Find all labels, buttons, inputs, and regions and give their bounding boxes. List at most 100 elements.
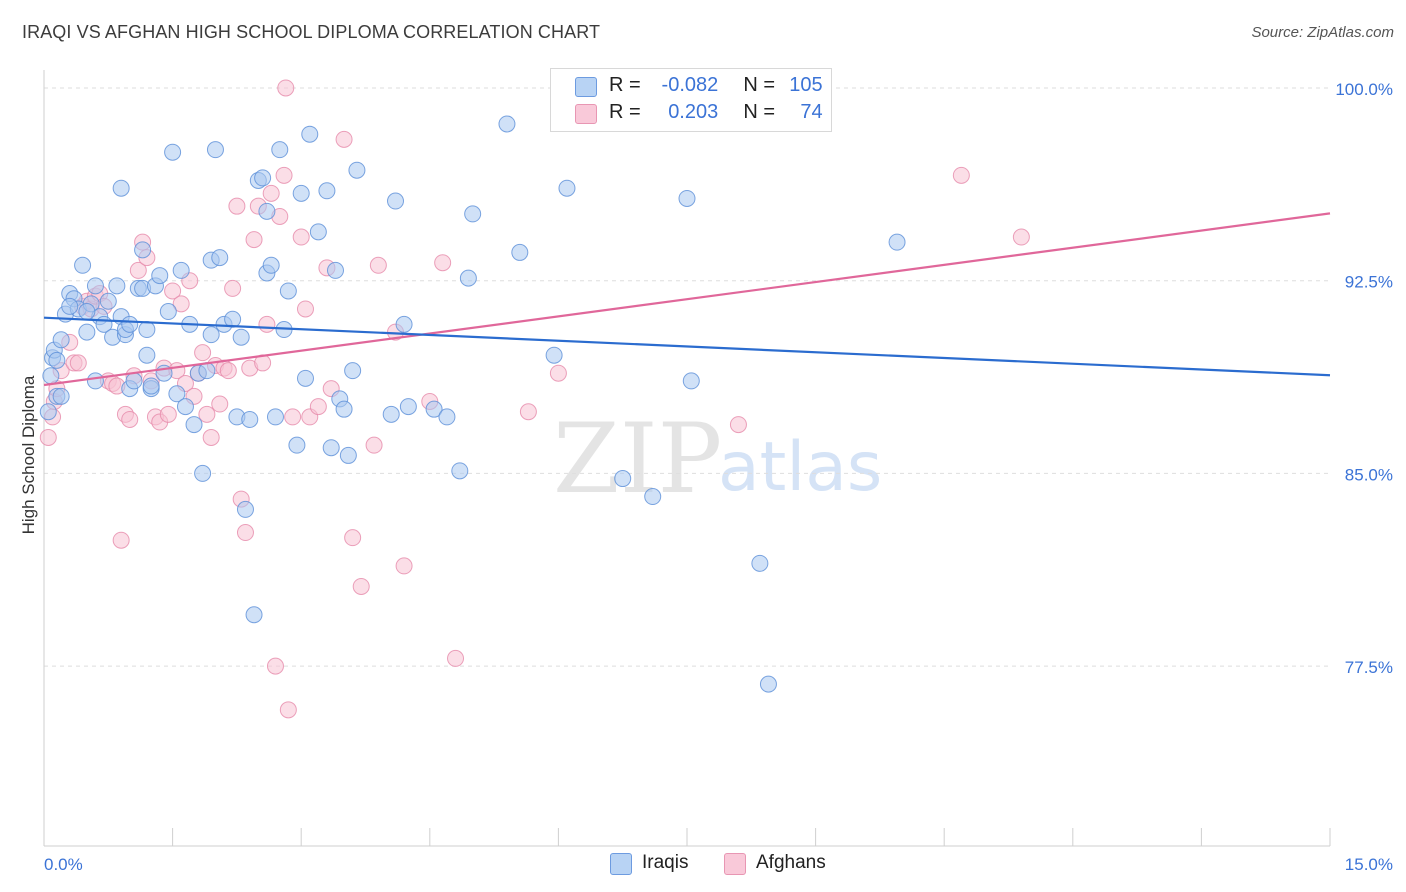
afghans-point (266, 657, 284, 675)
afghans-point (219, 362, 237, 380)
iraqis-points (39, 79, 906, 693)
afghans-point (202, 428, 220, 446)
iraqis-point (399, 398, 417, 416)
afghans-point (172, 295, 190, 313)
afghans-point (275, 166, 293, 184)
afghans-point (198, 405, 216, 423)
afghans-legend-label: Afghans (756, 852, 826, 873)
afghans-point (262, 184, 280, 202)
iraqis-point (751, 554, 769, 572)
iraqis-point (202, 326, 220, 344)
y-tick-label: 92.5% (1345, 273, 1393, 292)
iraqis-point (125, 372, 143, 390)
trend-lines (43, 212, 1331, 387)
iraqis-point (678, 189, 696, 207)
iraqis-point (511, 243, 529, 261)
afghans-point (352, 577, 370, 595)
iraqis-point (326, 261, 344, 279)
afghans-legend-swatch (724, 853, 746, 875)
chart-title: IRAQI VS AFGHAN HIGH SCHOOL DIPLOMA CORR… (22, 22, 601, 42)
iraqis-point (759, 675, 777, 693)
legend-n-value: 74 (800, 101, 823, 123)
afghans-point (434, 254, 452, 272)
iraqis-point (164, 143, 182, 161)
afghans-point (194, 344, 212, 362)
afghans-point (344, 529, 362, 547)
iraqis-point (138, 321, 156, 339)
iraqis-point (254, 169, 272, 187)
afghans-point (395, 557, 413, 575)
afghans-point (39, 428, 57, 446)
afghans-point (519, 403, 537, 421)
iraqis-point (78, 323, 96, 341)
iraqis-point (74, 256, 92, 274)
iraqis-point (172, 261, 190, 279)
iraqis-point (134, 241, 152, 259)
tick-labels: 100.0% 92.5% 85.0% 77.5% 0.0% 15.0% (44, 80, 1393, 874)
afghans-point (279, 701, 297, 719)
watermark-zip: ZIP (553, 403, 722, 515)
iraqis-point (335, 400, 353, 418)
correlation-legend: R = -0.082 N = 105 R = 0.203 N = 74 (550, 68, 832, 132)
iraqis-point (318, 182, 336, 200)
iraqis-point (498, 115, 516, 133)
afghans-point (236, 524, 254, 542)
iraqis-point (142, 377, 160, 395)
iraqis-point (387, 192, 405, 210)
iraqis-legend-label: Iraqis (642, 852, 689, 873)
afghans-point (164, 282, 182, 300)
iraqis-point (425, 400, 443, 418)
afghans-point (284, 408, 302, 426)
afghans-point (277, 79, 295, 97)
afghans-point (245, 231, 263, 249)
iraqis-point (86, 372, 104, 390)
afghans-point (69, 354, 87, 372)
afghans-point (729, 416, 747, 434)
iraqis-point (99, 292, 117, 310)
afghans-point (1012, 228, 1030, 246)
iraqis-point (395, 315, 413, 333)
iraqis-point (262, 256, 280, 274)
iraqis-point (121, 315, 139, 333)
legend-r-value: 0.203 (668, 101, 719, 123)
iraqis-point (296, 369, 314, 387)
legend-r-label: R = (609, 101, 641, 123)
iraqis-point (236, 500, 254, 518)
iraqis-point (438, 408, 456, 426)
iraqis-point (382, 405, 400, 423)
iraqis-point (301, 125, 319, 143)
iraqis-point (159, 303, 177, 321)
afghans-point (258, 315, 276, 333)
watermark: ZIP atlas (553, 403, 882, 515)
iraqis-point (194, 464, 212, 482)
afghans-point (121, 410, 139, 428)
afghans-point (159, 405, 177, 423)
iraqis-point (545, 346, 563, 364)
iraqis-swatch (575, 77, 597, 97)
iraqis-point (348, 161, 366, 179)
source-credit: Source: ZipAtlas.com (1251, 24, 1394, 41)
iraqis-point (206, 141, 224, 159)
iraqis-point (108, 277, 126, 295)
iraqis-point (241, 410, 259, 428)
legend-n-label: N = (743, 74, 776, 96)
iraqis-point (245, 606, 263, 624)
afghans-point (309, 398, 327, 416)
y-axis-label: High School Diploma (19, 375, 38, 534)
iraqis-point (61, 297, 79, 315)
afghans-point (952, 166, 970, 184)
iraqis-point (185, 416, 203, 434)
iraqis-point (266, 408, 284, 426)
afghans-point (224, 279, 242, 297)
afghans-point (365, 436, 383, 454)
iraqis-point (39, 403, 57, 421)
iraqis-point (258, 202, 276, 220)
iraqis-point (151, 267, 169, 285)
iraqis-point (138, 346, 156, 364)
iraqis-point (682, 372, 700, 390)
afghans-point (112, 531, 130, 549)
iraqis-point (309, 223, 327, 241)
afghans-point (211, 395, 229, 413)
iraqis-point (451, 462, 469, 480)
